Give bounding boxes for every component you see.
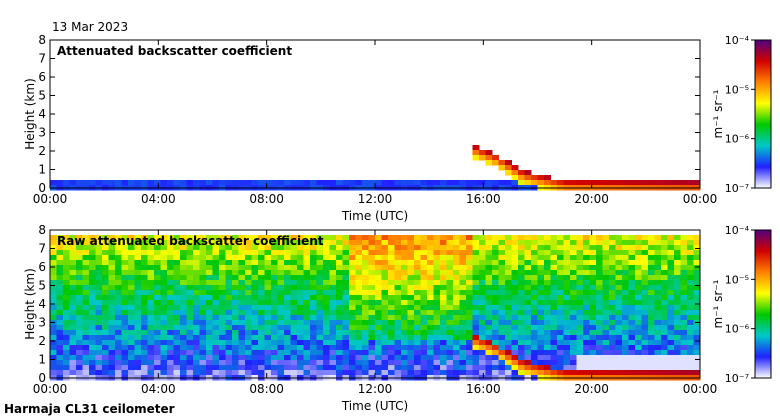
y-tick-label: 8 [38, 223, 46, 237]
x-tick-label: 16:00 [466, 382, 501, 396]
y-tick-label: 6 [38, 260, 46, 274]
x-tick-label: 20:00 [574, 192, 609, 206]
chart-title: Raw attenuated backscatter coefficient [57, 234, 324, 248]
y-tick-label: 5 [38, 279, 46, 293]
y-tick-label: 7 [38, 52, 46, 66]
x-tick-label: 00:00 [683, 382, 718, 396]
y-tick-label: 1 [38, 353, 46, 367]
date-label: 13 Mar 2023 [52, 20, 129, 34]
colorbar: 10⁻⁴ 10⁻⁵ 10⁻⁶ 10⁻⁷ m⁻¹ sr⁻¹ [711, 34, 772, 195]
colorbar-gradient [754, 39, 772, 189]
y-axis-label: Height (km) [23, 268, 37, 339]
y-tick-label: 4 [38, 107, 46, 121]
colorbar-tick-label: 10⁻⁶ [725, 133, 750, 146]
y-tick-label: 0 [38, 371, 46, 385]
y-tick-label: 3 [38, 316, 46, 330]
plot-area [50, 40, 700, 188]
colorbar-tick-label: 10⁻⁷ [725, 372, 749, 385]
colorbar-tick-label: 10⁻⁴ [725, 34, 750, 47]
x-tick-label: 04:00 [141, 192, 176, 206]
colorbar: 10⁻⁴ 10⁻⁵ 10⁻⁶ 10⁻⁷ m⁻¹ sr⁻¹ [711, 224, 772, 385]
y-tick-label: 3 [38, 126, 46, 140]
colorbar-label: m⁻¹ sr⁻¹ [711, 279, 725, 328]
x-tick-label: 20:00 [574, 382, 609, 396]
y-axis-label: Height (km) [23, 78, 37, 149]
y-tick-label: 2 [38, 144, 46, 158]
panel-2: Raw attenuated backscatter coefficient00… [23, 223, 772, 413]
colorbar-tick-label: 10⁻⁴ [725, 224, 750, 237]
y-tick-label: 6 [38, 70, 46, 84]
x-tick-label: 00:00 [33, 382, 68, 396]
x-axis-label: Time (UTC) [341, 399, 408, 413]
y-tick-label: 1 [38, 163, 46, 177]
instrument-label: Harmaja CL31 ceilometer [4, 402, 175, 416]
x-tick-label: 12:00 [358, 382, 393, 396]
x-tick-label: 12:00 [358, 192, 393, 206]
y-tick-label: 7 [38, 242, 46, 256]
x-tick-label: 04:00 [141, 382, 176, 396]
x-axis-label: Time (UTC) [341, 209, 408, 223]
x-tick-label: 08:00 [249, 192, 284, 206]
colorbar-tick-label: 10⁻⁶ [725, 323, 750, 336]
x-tick-label: 16:00 [466, 192, 501, 206]
y-tick-label: 4 [38, 297, 46, 311]
x-tick-label: 00:00 [33, 192, 68, 206]
y-tick-label: 8 [38, 33, 46, 47]
colorbar-tick-label: 10⁻⁷ [725, 182, 749, 195]
heatmap-cells [50, 235, 701, 381]
chart-title: Attenuated backscatter coefficient [57, 44, 292, 58]
colorbar-gradient [754, 229, 772, 379]
x-tick-label: 08:00 [249, 382, 284, 396]
x-tick-label: 00:00 [683, 192, 718, 206]
colorbar-label: m⁻¹ sr⁻¹ [711, 89, 725, 138]
colorbar-tick-label: 10⁻⁵ [725, 273, 749, 286]
y-tick-label: 0 [38, 181, 46, 195]
colorbar-tick-label: 10⁻⁵ [725, 83, 749, 96]
y-tick-label: 2 [38, 334, 46, 348]
y-tick-label: 5 [38, 89, 46, 103]
